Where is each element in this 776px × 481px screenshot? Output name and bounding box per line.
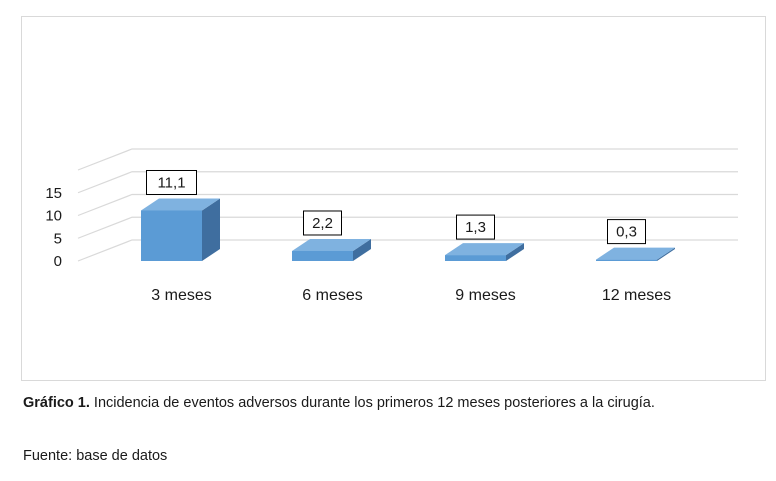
bar-side [353, 238, 371, 261]
bar-top [445, 243, 524, 256]
y-tick-label: 10 [45, 208, 62, 225]
figure-source: Fuente: base de datos [23, 448, 168, 464]
gridline [77, 193, 738, 217]
bar-side [202, 198, 220, 261]
bar-side [506, 243, 524, 261]
gridline [77, 239, 738, 262]
data-label-box [146, 169, 197, 195]
y-tick-label: 5 [54, 230, 62, 247]
y-tick-label: 0 [54, 253, 62, 270]
data-label: 2,2 [312, 215, 333, 232]
bar [292, 250, 353, 261]
y-tick-label: 15 [45, 185, 62, 202]
data-label-box [607, 219, 646, 245]
gridline [77, 148, 738, 171]
figure-caption: Gráfico 1. Incidencia de eventos adverso… [23, 395, 768, 411]
data-label-box [456, 214, 495, 240]
x-category-label: 12 meses [602, 287, 671, 304]
bar-top [292, 238, 371, 251]
gridline [77, 171, 738, 194]
data-label: 1,3 [465, 219, 486, 236]
data-label: 11,1 [157, 174, 185, 191]
x-category-label: 6 meses [302, 287, 362, 304]
chart-frame [21, 16, 766, 381]
x-category-label: 9 meses [455, 287, 515, 304]
x-category-label: 3 meses [151, 287, 211, 304]
caption-label: Gráfico 1. [23, 395, 90, 411]
bar-top [141, 198, 220, 211]
bar-top [596, 247, 675, 260]
data-label: 0,3 [616, 224, 637, 241]
bar [596, 259, 657, 261]
bar [445, 255, 506, 261]
bar [141, 210, 202, 261]
gridline [77, 216, 738, 239]
data-label-box [303, 210, 342, 236]
caption-text: Incidencia de eventos adversos durante l… [89, 395, 655, 411]
bar-side [657, 247, 675, 261]
